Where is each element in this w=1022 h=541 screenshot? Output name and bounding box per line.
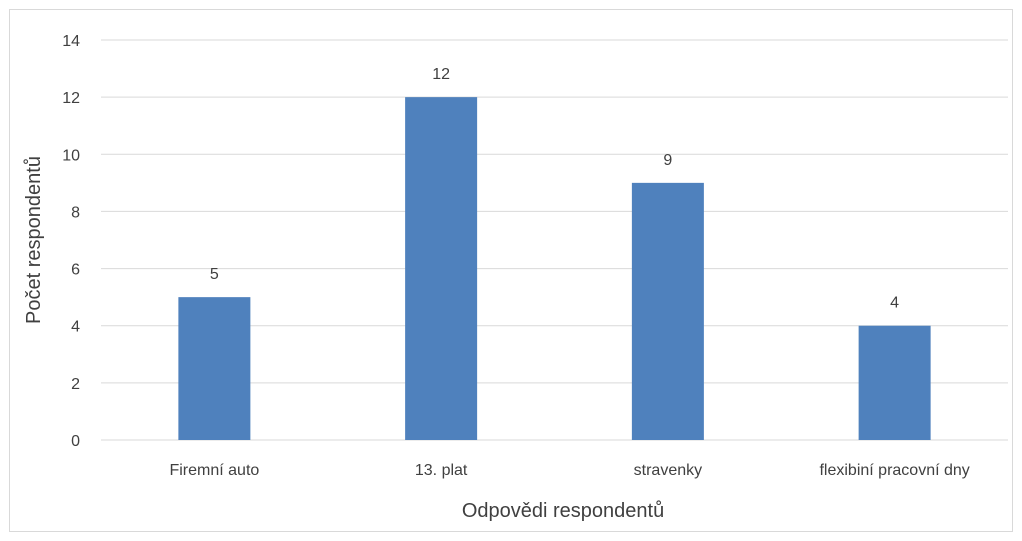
gridlines bbox=[101, 39, 1008, 441]
y-tick-label: 2 bbox=[71, 376, 80, 393]
y-tick-label: 14 bbox=[62, 33, 80, 50]
bar bbox=[405, 97, 478, 441]
x-axis-title: Odpovědi respondentů bbox=[462, 500, 664, 522]
x-category-label: Firemní auto bbox=[169, 462, 259, 479]
y-tick-label: 12 bbox=[62, 90, 80, 107]
data-labels: 5 12 9 4 bbox=[210, 66, 899, 312]
data-label: 4 bbox=[890, 295, 899, 312]
bar bbox=[631, 182, 704, 440]
x-axis-categories: Firemní auto 13. plat stravenky flexibiní p… bbox=[169, 462, 969, 479]
y-tick-label: 0 bbox=[71, 433, 80, 450]
bars bbox=[178, 97, 931, 441]
y-tick-label: 8 bbox=[71, 204, 80, 221]
y-tick-label: 10 bbox=[62, 147, 80, 164]
bar bbox=[178, 297, 251, 440]
data-label: 12 bbox=[432, 66, 450, 83]
y-axis-title: Počet respondentů bbox=[23, 156, 45, 324]
y-tick-label: 6 bbox=[71, 262, 80, 279]
data-label: 5 bbox=[210, 266, 219, 283]
y-axis-ticks: 0 2 4 6 8 10 12 14 bbox=[62, 33, 80, 450]
x-category-label: 13. plat bbox=[415, 462, 468, 479]
x-category-label: stravenky bbox=[634, 462, 702, 479]
chart-frame bbox=[9, 9, 1013, 532]
bar bbox=[858, 325, 931, 440]
x-category-label: flexibiní pracovní dny bbox=[819, 462, 969, 479]
data-label: 9 bbox=[663, 152, 672, 169]
y-tick-label: 4 bbox=[71, 319, 80, 336]
